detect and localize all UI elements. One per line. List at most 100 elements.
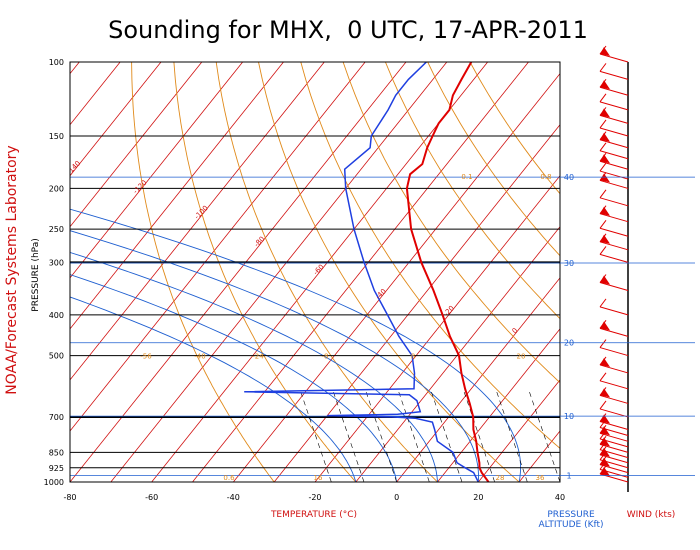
mixing-ratio-line bbox=[462, 388, 495, 482]
temperature-tick-label: -60 bbox=[145, 493, 158, 502]
isotherm-label: -20 bbox=[442, 304, 456, 318]
pressure-tick-label: 700 bbox=[49, 413, 64, 422]
wind-barb-flag bbox=[600, 132, 610, 142]
wind-barb-shaft bbox=[599, 53, 629, 63]
wind-barb bbox=[599, 246, 629, 263]
dry-adiabat-line bbox=[258, 62, 520, 482]
dry-adiabat-line bbox=[173, 62, 357, 482]
wind-barb bbox=[599, 131, 629, 149]
wind-barb-shaft bbox=[599, 179, 629, 189]
wind-barb-flag bbox=[600, 457, 610, 467]
wind-barb-feather bbox=[599, 400, 607, 410]
credit-label: NOAA/Forecast Systems Laboratory bbox=[4, 145, 20, 394]
isobar-lines bbox=[70, 62, 560, 482]
wind-barb bbox=[599, 320, 629, 337]
altitude-label: ALTITUDE (Kft) bbox=[538, 520, 603, 530]
wind-barb bbox=[599, 63, 629, 80]
mixing-ratio-line bbox=[364, 388, 397, 482]
isotherm-line bbox=[559, 481, 560, 482]
isotherm-line bbox=[314, 175, 560, 482]
mixing-ratio-line bbox=[561, 389, 593, 482]
wind-barb-shaft bbox=[599, 394, 629, 404]
wind-barb-shaft bbox=[599, 139, 629, 149]
wind-barb-feather bbox=[599, 63, 607, 72]
wind-barb-shaft bbox=[599, 468, 629, 478]
wind-barb-shaft bbox=[599, 443, 629, 453]
wind-barb-flag bbox=[600, 321, 610, 331]
mixing-ratio-line bbox=[299, 388, 332, 482]
wind-barb bbox=[599, 356, 629, 374]
dry-adiabat-line bbox=[131, 62, 275, 482]
mixing-ratio-line bbox=[332, 388, 365, 482]
wind-barb-flag bbox=[600, 275, 610, 285]
wind-barb-shaft bbox=[599, 127, 629, 137]
altitude-tick-label: 20 bbox=[564, 339, 574, 348]
wind-barb-flag bbox=[600, 388, 610, 398]
wind-barb-flag bbox=[600, 154, 610, 164]
wind-barb-feather bbox=[599, 246, 607, 255]
wind-barb-feather bbox=[599, 142, 607, 152]
wind-barb-flag bbox=[600, 234, 610, 244]
dewpoint-trace bbox=[244, 62, 479, 482]
pressure-tick-label: 150 bbox=[49, 132, 64, 141]
isotherm-line bbox=[478, 379, 560, 482]
isotherm-line bbox=[518, 430, 560, 482]
wind-barb-shaft bbox=[599, 253, 629, 263]
dry-adiabat-line bbox=[384, 62, 560, 320]
wind-barb bbox=[599, 119, 629, 137]
isotherm-label: -40 bbox=[374, 287, 388, 301]
wind-barb-shaft bbox=[599, 408, 629, 418]
adiabat-label: 20 bbox=[517, 353, 526, 361]
isotherm-line bbox=[437, 328, 560, 482]
wind-barb-feather bbox=[599, 339, 607, 348]
wind-barb-shaft bbox=[599, 449, 629, 459]
wind-barb-flag bbox=[600, 467, 610, 476]
mixing-ratio-label: 0.8 bbox=[540, 173, 551, 181]
temperature-tick-label: -20 bbox=[308, 493, 321, 502]
plot-frame bbox=[69, 61, 561, 483]
mixing-ratio-line bbox=[528, 388, 560, 482]
wind-barb-shaft bbox=[599, 464, 629, 474]
profiles bbox=[244, 62, 490, 482]
pressure-tick-label: 100 bbox=[49, 58, 64, 67]
isotherm-line bbox=[192, 62, 529, 482]
isotherm-label: -140 bbox=[65, 159, 82, 176]
wind-barb bbox=[599, 93, 629, 111]
wind-barb-shaft bbox=[599, 459, 629, 469]
wind-barb bbox=[599, 372, 629, 390]
wind-barb-shaft bbox=[599, 150, 629, 160]
wind-barb-shaft bbox=[599, 197, 629, 207]
wind-barb bbox=[599, 152, 629, 170]
wind-barb-shaft bbox=[599, 213, 629, 223]
isotherm-label: -120 bbox=[132, 179, 149, 196]
isotherm-label: 0 bbox=[511, 326, 520, 335]
temperature-tick-label: 0 bbox=[394, 493, 399, 502]
wind-barb-flag bbox=[600, 80, 610, 90]
pressure-tick-label: 200 bbox=[49, 184, 64, 193]
wind-barb bbox=[599, 400, 629, 418]
wind-barb bbox=[599, 274, 629, 291]
pressure-label: PRESSURE bbox=[547, 510, 595, 520]
isotherm-line bbox=[70, 62, 162, 177]
isotherm-line bbox=[70, 62, 243, 279]
mixing-ratio-line bbox=[397, 388, 430, 482]
pressure-tick-label: 925 bbox=[49, 464, 64, 473]
wind-barb-shaft bbox=[599, 438, 629, 448]
pressure-tick-label: 250 bbox=[49, 225, 64, 234]
wind-barb-shaft bbox=[599, 432, 629, 442]
bottom-label: 36 bbox=[536, 474, 545, 482]
isotherm-label: -60 bbox=[312, 263, 326, 277]
temperature-tick-labels: -80 -60 -40 -20 0 20 40 bbox=[63, 493, 565, 502]
wind-barb bbox=[599, 142, 629, 160]
wind-barb-shaft bbox=[599, 170, 629, 180]
pressure-tick-label: 300 bbox=[49, 258, 64, 267]
wind-barb-flag bbox=[600, 357, 610, 367]
wind-barb-feather bbox=[599, 93, 607, 103]
isotherm-lines bbox=[70, 62, 560, 482]
wind-barb-shaft bbox=[599, 114, 629, 124]
dry-adiabat-line bbox=[215, 62, 438, 482]
wind-barb bbox=[599, 339, 629, 357]
wind-barb-shaft bbox=[599, 327, 629, 337]
temperature-trace bbox=[405, 62, 490, 482]
isotherm-label: -100 bbox=[193, 204, 210, 221]
